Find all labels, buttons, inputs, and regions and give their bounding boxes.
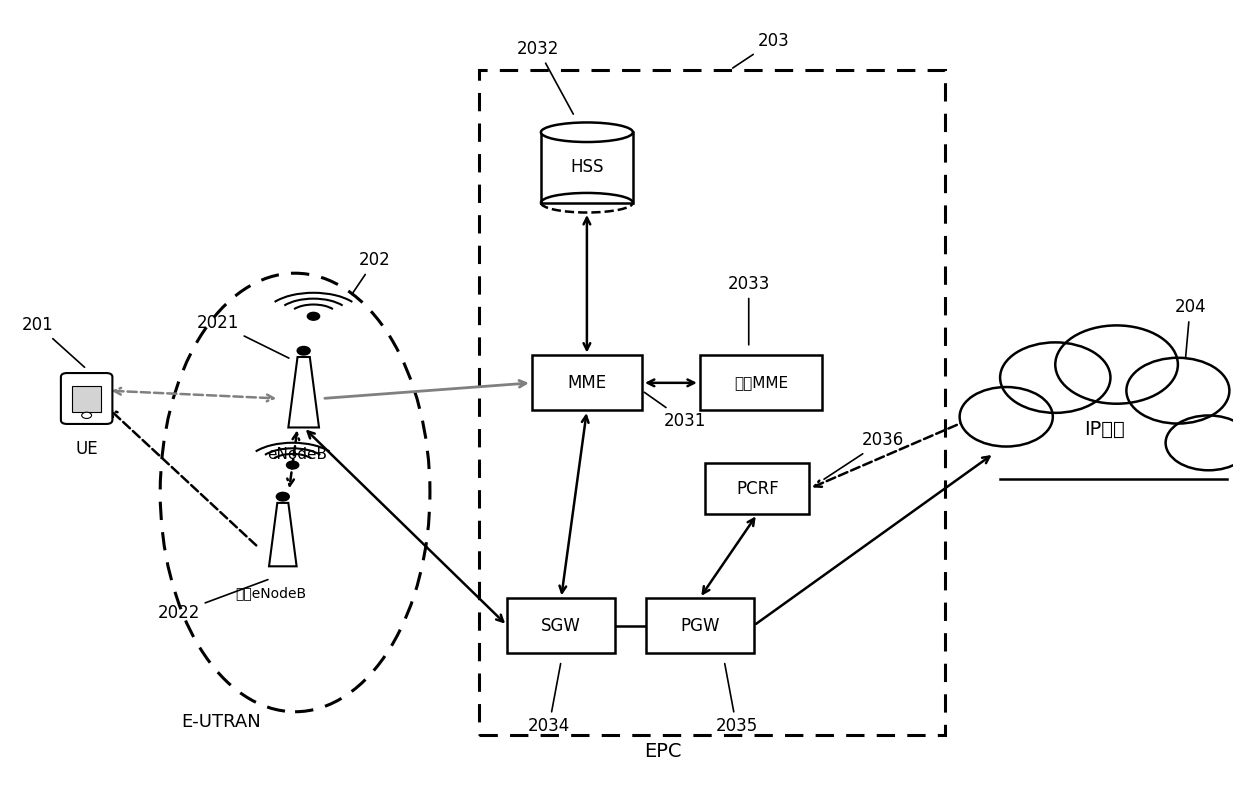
Circle shape: [1166, 415, 1240, 470]
Text: 2033: 2033: [728, 275, 770, 345]
Polygon shape: [289, 357, 319, 427]
Text: 2035: 2035: [715, 664, 758, 736]
Bar: [72, 387, 102, 412]
Text: 2036: 2036: [825, 431, 904, 479]
Text: SGW: SGW: [541, 617, 582, 634]
Ellipse shape: [160, 273, 430, 712]
FancyBboxPatch shape: [61, 373, 113, 424]
Text: 202: 202: [352, 251, 391, 294]
Text: 2034: 2034: [528, 664, 570, 736]
Text: EPC: EPC: [644, 741, 682, 760]
Text: 2021: 2021: [197, 314, 289, 358]
Circle shape: [277, 493, 289, 501]
Bar: [706, 463, 810, 514]
Text: 其它eNodeB: 其它eNodeB: [236, 586, 306, 600]
Circle shape: [1055, 325, 1178, 404]
Text: HSS: HSS: [570, 159, 604, 176]
Text: IP业务: IP业务: [1084, 420, 1125, 439]
Circle shape: [82, 412, 92, 418]
Circle shape: [960, 387, 1053, 446]
Circle shape: [286, 461, 299, 469]
Bar: [699, 355, 822, 410]
Circle shape: [1126, 358, 1229, 423]
Circle shape: [298, 347, 310, 355]
Ellipse shape: [541, 123, 632, 142]
Bar: [532, 355, 642, 410]
FancyBboxPatch shape: [479, 69, 945, 736]
Text: 203: 203: [733, 32, 789, 68]
Text: eNodeB: eNodeB: [268, 447, 327, 462]
Text: 204: 204: [1174, 298, 1207, 372]
Text: MME: MME: [568, 374, 606, 392]
Polygon shape: [269, 503, 296, 567]
Text: PCRF: PCRF: [737, 480, 779, 497]
Bar: [507, 599, 615, 653]
Circle shape: [308, 312, 320, 320]
Bar: [646, 599, 754, 653]
Text: 其它MME: 其它MME: [734, 375, 789, 391]
Text: 2022: 2022: [157, 579, 268, 622]
Circle shape: [1001, 343, 1111, 413]
Text: 201: 201: [22, 316, 84, 367]
Text: 2032: 2032: [517, 40, 573, 114]
Text: 2031: 2031: [645, 392, 706, 430]
Text: UE: UE: [76, 440, 98, 457]
Text: E-UTRAN: E-UTRAN: [181, 713, 262, 732]
Text: PGW: PGW: [680, 617, 719, 634]
FancyBboxPatch shape: [541, 132, 632, 202]
